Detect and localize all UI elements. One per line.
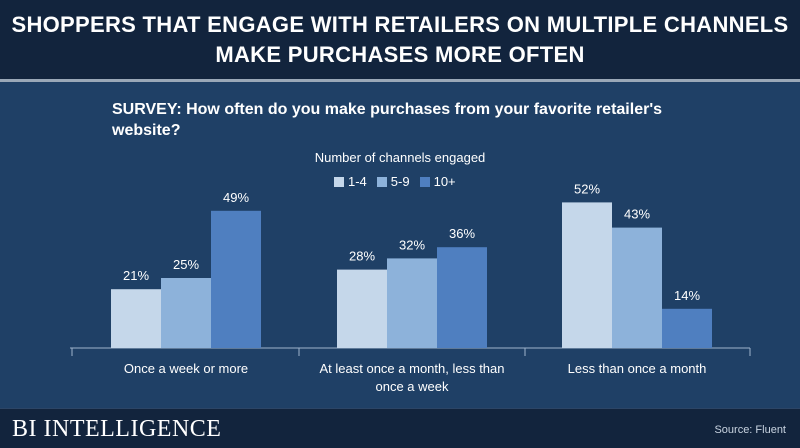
category-label: Less than once a month: [568, 361, 707, 376]
category-label: Once a week or more: [124, 361, 248, 376]
chart-panel: [0, 82, 800, 408]
data-label: 28%: [349, 249, 375, 264]
bar-1-4-cat2: [337, 269, 387, 348]
source-note: Source: Fluent: [714, 424, 786, 436]
bar-10-plus-cat1: [211, 210, 261, 348]
bar-1-4-cat1: [111, 289, 161, 348]
legend-item-10-plus: 10+: [419, 174, 456, 189]
data-label: 25%: [173, 257, 199, 272]
legend: 1-4 5-9 10+: [334, 174, 456, 189]
bar-10-plus-cat3: [662, 308, 712, 348]
data-label: 21%: [123, 268, 149, 283]
chart-title-line-2: MAKE PURCHASES MORE OFTEN: [215, 41, 585, 67]
bi-intelligence-logo: BI INTELLIGENCE: [12, 416, 222, 442]
data-label: 52%: [574, 181, 600, 196]
legend-label-1-4: 1-4: [348, 174, 367, 189]
legend-swatch-10-plus: [419, 176, 430, 187]
data-label: 43%: [624, 207, 650, 222]
data-label: 14%: [674, 288, 700, 303]
data-label: 36%: [449, 226, 475, 241]
bar-5-9-cat2: [387, 258, 437, 348]
category-label: At least once a month, less than: [320, 361, 505, 376]
title-bar: SHOPPERS THAT ENGAGE WITH RETAILERS ON M…: [0, 0, 800, 82]
footer-bar: BI INTELLIGENCE Source: Fluent: [0, 408, 800, 448]
legend-swatch-1-4: [334, 176, 344, 187]
legend-item-5-9: 5-9: [376, 174, 410, 189]
legend-item-1-4: 1-4: [334, 174, 367, 189]
category-label: once a week: [376, 379, 449, 394]
bar-1-4-cat3: [562, 202, 612, 348]
legend-swatch-5-9: [376, 176, 387, 187]
legend-label-10-plus: 10+: [433, 174, 456, 189]
survey-question: SURVEY: How often do you make purchases …: [112, 101, 663, 139]
legend-label-5-9: 5-9: [390, 174, 410, 189]
data-label: 32%: [399, 237, 425, 252]
data-label: 49%: [223, 190, 249, 205]
bar-5-9-cat3: [612, 227, 662, 348]
chart-title-line-1: SHOPPERS THAT ENGAGE WITH RETAILERS ON M…: [11, 11, 789, 37]
bar-10-plus-cat2: [437, 247, 487, 348]
legend-title: Number of channels engaged: [314, 150, 486, 165]
bar-5-9-cat1: [161, 278, 211, 348]
